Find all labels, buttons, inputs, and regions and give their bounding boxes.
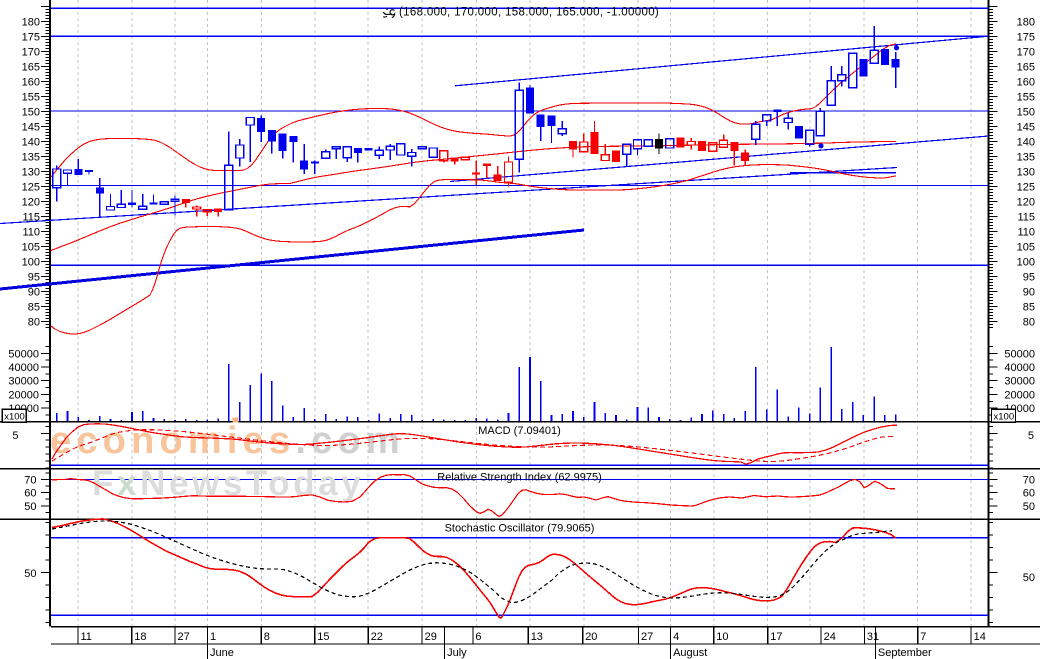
- svg-text:150: 150: [1017, 106, 1035, 118]
- svg-text:180: 180: [1017, 16, 1035, 28]
- svg-text:8: 8: [264, 631, 270, 643]
- svg-text:85: 85: [1023, 301, 1035, 313]
- svg-text:50: 50: [24, 501, 36, 513]
- svg-text:140: 140: [22, 136, 40, 148]
- svg-text:July: July: [447, 647, 467, 659]
- svg-text:Relative Strength Index (62.99: Relative Strength Index (62.9975): [437, 472, 602, 484]
- svg-text:20000: 20000: [1004, 389, 1035, 401]
- svg-text:100: 100: [22, 256, 40, 268]
- svg-text:125: 125: [22, 181, 40, 193]
- svg-text:135: 135: [22, 151, 40, 163]
- svg-text:155: 155: [1017, 91, 1035, 103]
- svg-text:165: 165: [22, 61, 40, 73]
- svg-text:60: 60: [1023, 488, 1035, 500]
- svg-text:18: 18: [134, 631, 146, 643]
- svg-text:160: 160: [1017, 76, 1035, 88]
- svg-text:165: 165: [1017, 61, 1035, 73]
- svg-text:170: 170: [22, 46, 40, 58]
- svg-text:11: 11: [81, 631, 92, 643]
- svg-text:110: 110: [22, 226, 40, 238]
- svg-text:40000: 40000: [8, 362, 39, 374]
- svg-text:80: 80: [28, 316, 40, 328]
- svg-text:5: 5: [12, 430, 18, 442]
- svg-text:140: 140: [1017, 136, 1035, 148]
- svg-text:17: 17: [770, 631, 782, 643]
- svg-text:130: 130: [1017, 166, 1035, 178]
- svg-text:27: 27: [178, 631, 190, 643]
- svg-text:31: 31: [867, 631, 879, 643]
- svg-text:x100: x100: [4, 412, 25, 423]
- svg-text:115: 115: [1017, 211, 1035, 223]
- svg-text:Stochastic Oscillator (79.9065: Stochastic Oscillator (79.9065): [445, 523, 595, 535]
- svg-text:50000: 50000: [8, 348, 39, 360]
- svg-text:50: 50: [24, 568, 36, 580]
- svg-text:145: 145: [22, 121, 40, 133]
- svg-text:20: 20: [585, 631, 597, 643]
- svg-text:60: 60: [24, 488, 36, 500]
- svg-text:120: 120: [22, 196, 40, 208]
- svg-text:135: 135: [1017, 151, 1035, 163]
- svg-text:130: 130: [22, 166, 40, 178]
- svg-text:August: August: [673, 647, 707, 659]
- svg-text:155: 155: [22, 91, 40, 103]
- svg-text:24: 24: [824, 631, 836, 643]
- svg-text:14: 14: [974, 631, 986, 643]
- svg-text:10: 10: [716, 631, 728, 643]
- svg-text:95: 95: [1023, 271, 1035, 283]
- svg-text:175: 175: [1017, 31, 1035, 43]
- svg-text:100: 100: [1017, 256, 1035, 268]
- svg-text:7: 7: [920, 631, 926, 643]
- svg-text:4: 4: [673, 631, 679, 643]
- svg-text:50: 50: [1023, 501, 1035, 513]
- svg-text:150: 150: [22, 106, 40, 118]
- svg-text:13: 13: [531, 631, 543, 643]
- svg-text:29: 29: [425, 631, 437, 643]
- svg-text:115: 115: [22, 211, 40, 223]
- svg-text:160: 160: [22, 76, 40, 88]
- svg-text:120: 120: [1017, 196, 1035, 208]
- svg-text:70: 70: [1023, 475, 1035, 487]
- svg-text:5: 5: [1028, 430, 1034, 442]
- svg-text:50000: 50000: [1004, 348, 1035, 360]
- svg-text:70: 70: [24, 475, 36, 487]
- svg-text:125: 125: [1017, 181, 1035, 193]
- svg-text:6: 6: [475, 631, 481, 643]
- svg-text:80: 80: [1023, 316, 1035, 328]
- svg-text:90: 90: [1023, 286, 1035, 298]
- svg-text:105: 105: [1017, 241, 1035, 253]
- svg-text:20000: 20000: [8, 389, 39, 401]
- svg-text:105: 105: [22, 241, 40, 253]
- svg-text:85: 85: [28, 301, 40, 313]
- svg-text:175: 175: [22, 31, 40, 43]
- svg-text:22: 22: [371, 631, 383, 643]
- svg-text:economies.com: economies.com: [50, 420, 405, 462]
- svg-text:September: September: [878, 647, 932, 659]
- svg-text:110: 110: [1017, 226, 1035, 238]
- svg-text:30000: 30000: [1004, 376, 1035, 388]
- svg-text:145: 145: [1017, 121, 1035, 133]
- svg-text:x100: x100: [994, 412, 1015, 423]
- svg-text:(168.000, 170.000, 158.000, 16: (168.000, 170.000, 158.000, 165.000, -1.…: [399, 7, 659, 19]
- svg-text:FxNewsToday: FxNewsToday: [92, 464, 364, 503]
- svg-text:27: 27: [641, 631, 653, 643]
- svg-text:95: 95: [28, 271, 40, 283]
- svg-text:90: 90: [28, 286, 40, 298]
- svg-text:June: June: [210, 647, 234, 659]
- svg-text:180: 180: [22, 16, 40, 28]
- svg-text:30000: 30000: [8, 376, 39, 388]
- svg-text:MACD (7.09401): MACD (7.09401): [478, 425, 561, 437]
- svg-text:15: 15: [317, 631, 329, 643]
- svg-text:170: 170: [1017, 46, 1035, 58]
- svg-text:1: 1: [210, 631, 216, 643]
- svg-text:40000: 40000: [1004, 362, 1035, 374]
- svg-text:50: 50: [1023, 572, 1035, 584]
